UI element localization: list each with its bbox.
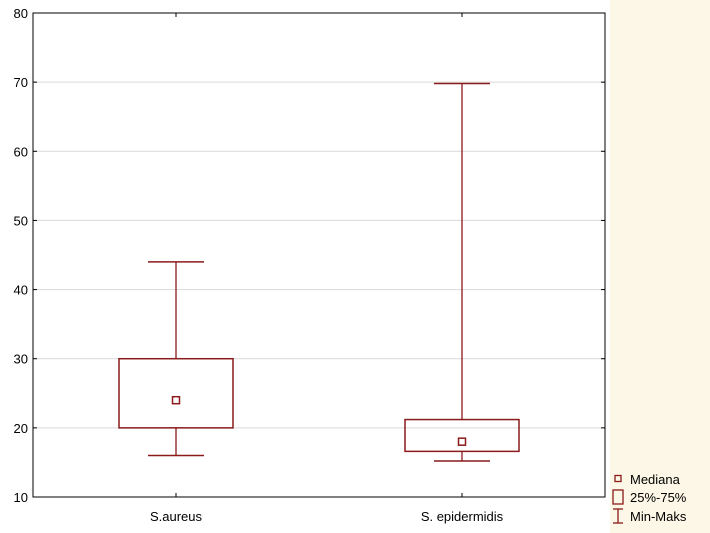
- legend-label: Mediana: [630, 472, 681, 487]
- median-marker: [171, 395, 181, 405]
- y-tick-label: 50: [14, 213, 28, 228]
- y-tick-label: 10: [14, 490, 28, 505]
- legend-box-symbol: [612, 489, 624, 505]
- y-tick-label: 40: [14, 283, 28, 298]
- y-tick-label: 60: [14, 144, 28, 159]
- plot-background: [0, 0, 610, 533]
- y-tick-label: 20: [14, 421, 28, 436]
- y-tick-label: 80: [14, 6, 28, 21]
- y-tick-label: 30: [14, 352, 28, 367]
- legend-label: 25%-75%: [630, 490, 687, 505]
- median-marker: [457, 437, 467, 446]
- iqr-box: [404, 418, 520, 453]
- x-tick-label: S. epidermidis: [421, 509, 504, 524]
- x-tick-label: S.aureus: [150, 509, 203, 524]
- iqr-box: [118, 357, 234, 429]
- legend-median-symbol: [614, 474, 622, 483]
- legend-label: Min-Maks: [630, 509, 687, 524]
- legend-panel-background: [610, 0, 710, 533]
- plot-frame: [32, 12, 606, 498]
- y-tick-label: 70: [14, 75, 28, 90]
